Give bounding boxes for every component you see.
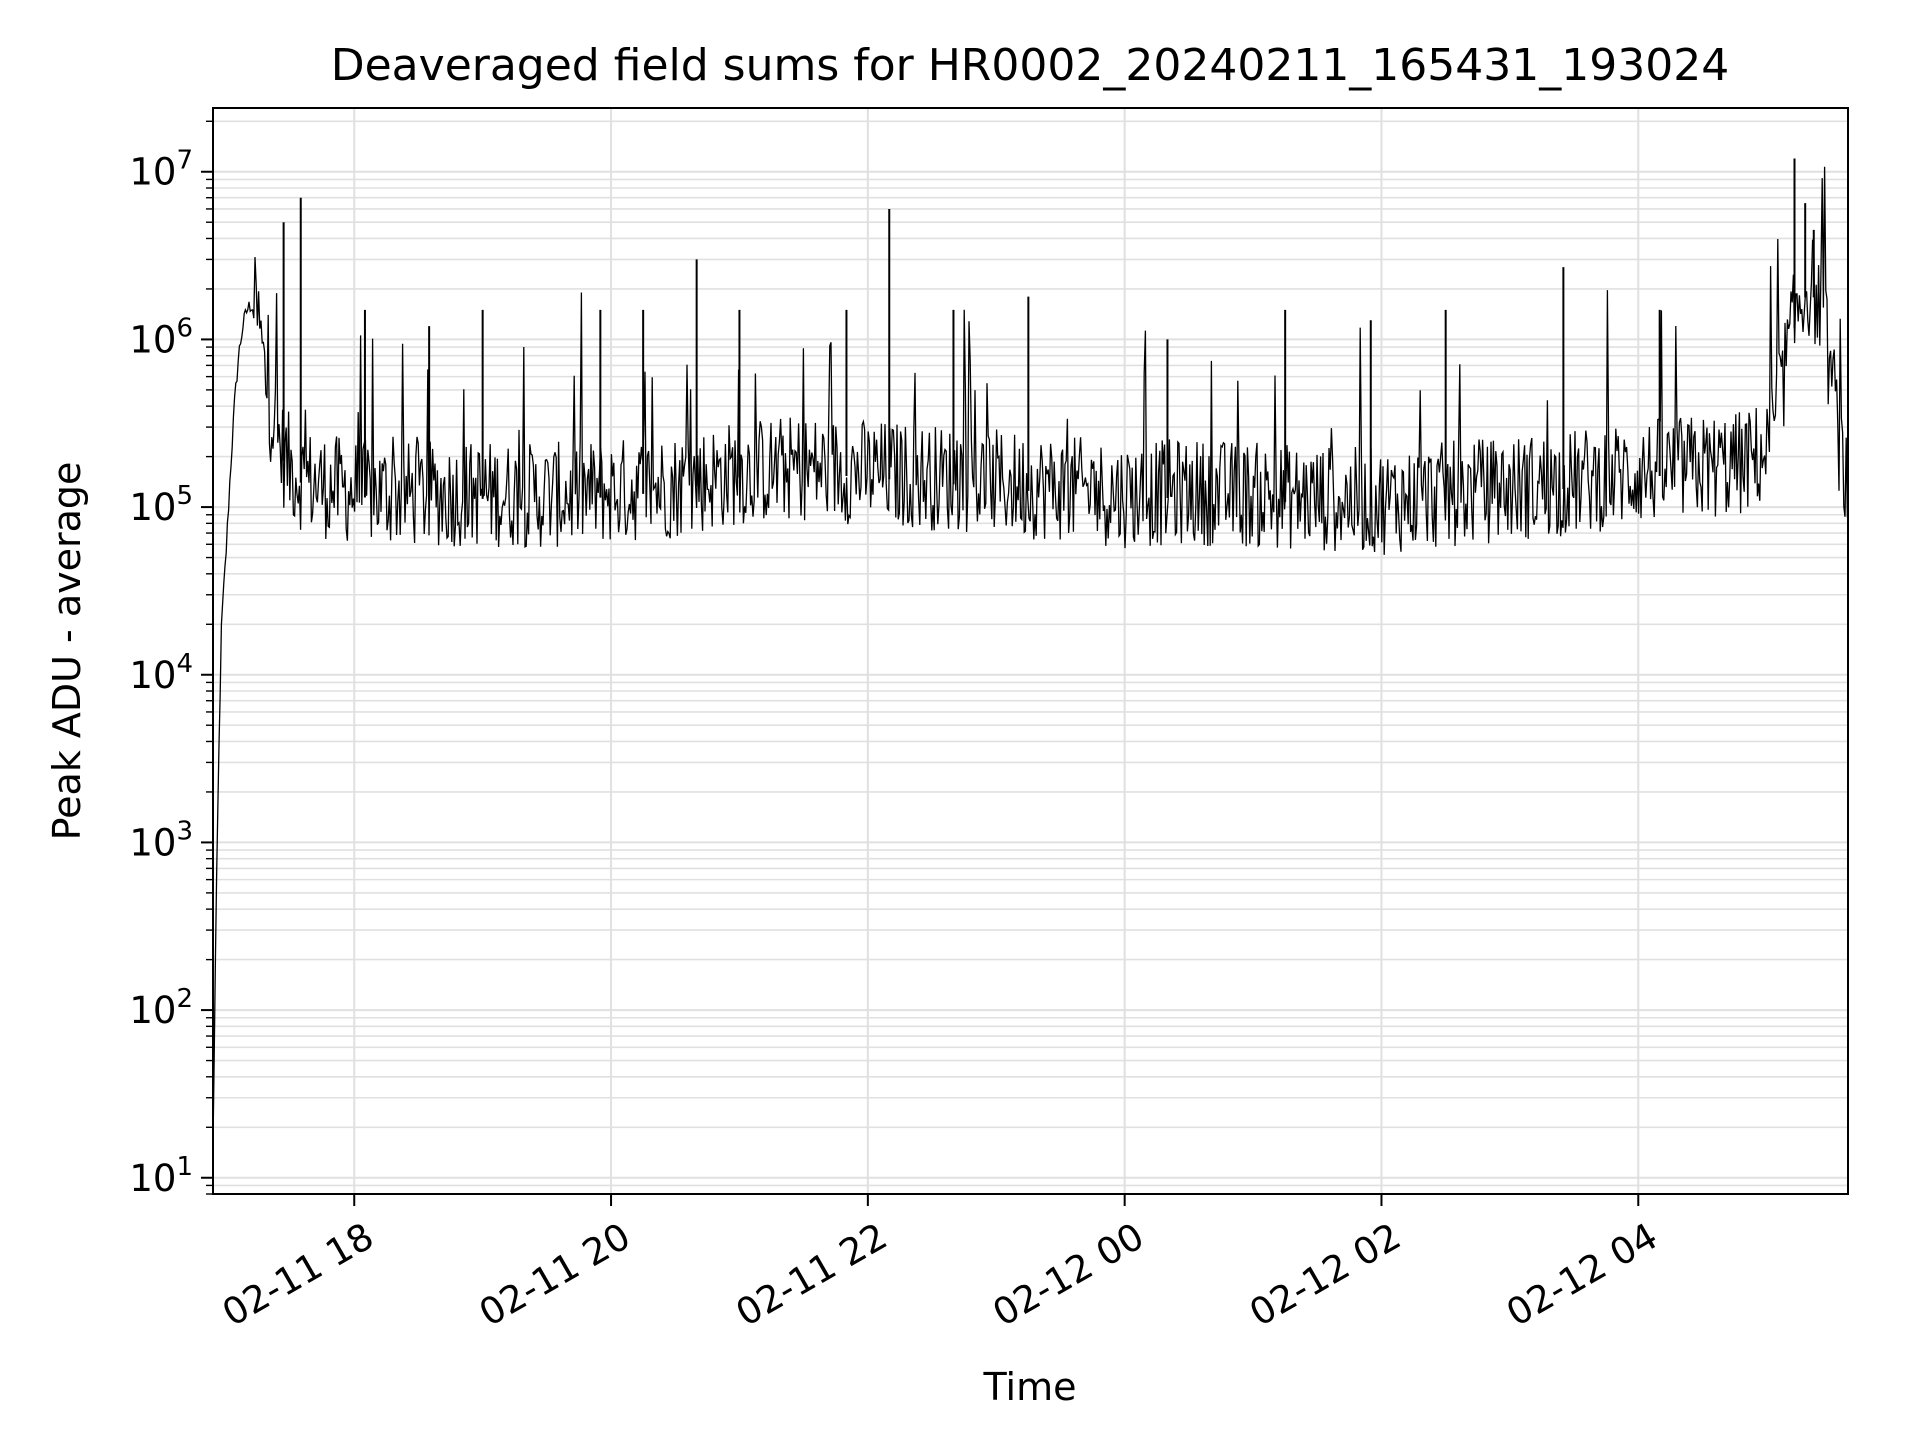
x-tick-label: 02-12 02 — [1242, 1215, 1408, 1335]
x-ticks: 02-11 18 02-11 20 02-11 22 02-12 00 02-12 02… — [215, 1194, 1665, 1335]
y-tick-label: 107 — [129, 146, 193, 194]
y-tick-label: 102 — [129, 984, 193, 1032]
plot-frame — [212, 107, 1849, 1195]
y-ticks: 101 102 103 104 105 106 107 — [129, 120, 213, 1200]
y-tick-label: 101 — [129, 1152, 193, 1200]
x-tick-label: 02-11 18 — [215, 1215, 381, 1335]
series-line — [212, 166, 1849, 1145]
x-axis-label: Time — [983, 1365, 1077, 1409]
y-tick-label: 105 — [129, 481, 193, 529]
y-tick-label: 104 — [129, 649, 193, 697]
x-tick-label: 02-12 00 — [986, 1215, 1152, 1335]
x-tick-label: 02-11 22 — [729, 1215, 895, 1335]
x-tick-label: 02-12 04 — [1499, 1215, 1665, 1335]
series-layer — [212, 158, 1849, 1145]
y-tick-label: 106 — [129, 313, 193, 361]
plot-background — [213, 108, 1848, 1194]
y-axis-label: Peak ADU - average — [45, 462, 89, 841]
y-tick-label: 103 — [129, 816, 193, 864]
chart-title: Deaveraged field sums for HR0002_2024021… — [331, 40, 1730, 91]
x-tick-label: 02-11 20 — [472, 1215, 638, 1335]
